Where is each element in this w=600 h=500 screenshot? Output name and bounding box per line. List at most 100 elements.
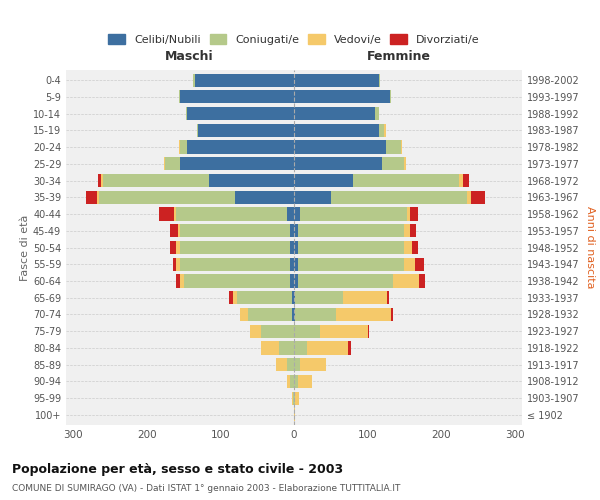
Bar (385, 124, 386, 137)
Bar (180, 258, 290, 271)
Bar (401, 140, 402, 153)
Bar (389, 90, 391, 104)
Bar (165, 157, 180, 170)
Bar (294, 74, 379, 86)
Bar (86, 190, 97, 204)
Bar (176, 258, 180, 271)
Bar (404, 224, 410, 237)
Bar (307, 342, 347, 354)
Bar (295, 308, 336, 321)
Text: Maschi: Maschi (165, 50, 214, 63)
Bar (460, 174, 463, 187)
Bar (295, 392, 299, 404)
Bar (294, 358, 300, 371)
Bar (368, 324, 369, 338)
Bar (229, 291, 233, 304)
Bar (294, 224, 298, 237)
Bar (180, 157, 294, 170)
Bar (470, 190, 485, 204)
Bar (300, 358, 326, 371)
Bar (292, 392, 293, 404)
Bar (290, 241, 294, 254)
Text: COMUNE DI SUMIRAGO (VA) - Dati ISTAT 1° gennaio 2003 - Elaborazione TUTTITALIA.I: COMUNE DI SUMIRAGO (VA) - Dati ISTAT 1° … (12, 484, 400, 493)
Bar (467, 190, 470, 204)
Bar (184, 274, 290, 287)
Bar (294, 190, 331, 204)
Bar (294, 140, 386, 153)
Bar (193, 74, 195, 86)
Y-axis label: Fasce di età: Fasce di età (20, 214, 30, 280)
Bar (386, 140, 401, 153)
Bar (293, 392, 294, 404)
Bar (463, 174, 469, 187)
Bar (382, 157, 404, 170)
Text: Femmine: Femmine (367, 50, 431, 63)
Bar (412, 241, 418, 254)
Bar (199, 124, 294, 137)
Bar (187, 107, 294, 120)
Bar (393, 274, 419, 287)
Bar (353, 174, 460, 187)
Bar (248, 308, 292, 321)
Bar (404, 258, 415, 271)
Bar (391, 308, 392, 321)
Bar (320, 324, 368, 338)
Bar (164, 157, 165, 170)
Bar (261, 342, 279, 354)
Bar (343, 291, 388, 304)
Bar (294, 90, 389, 104)
Bar (178, 224, 180, 237)
Bar (180, 90, 294, 104)
Text: Popolazione per età, sesso e stato civile - 2003: Popolazione per età, sesso e stato civil… (12, 462, 343, 475)
Bar (176, 241, 180, 254)
Bar (174, 208, 176, 220)
Bar (298, 224, 404, 237)
Bar (290, 224, 294, 237)
Bar (294, 208, 300, 220)
Bar (99, 190, 235, 204)
Bar (300, 208, 407, 220)
Bar (236, 291, 292, 304)
Bar (294, 124, 379, 137)
Bar (379, 74, 380, 86)
Bar (294, 258, 298, 271)
Y-axis label: Anni di nascita: Anni di nascita (585, 206, 595, 289)
Bar (290, 375, 294, 388)
Bar (298, 274, 393, 287)
Bar (261, 324, 294, 338)
Bar (294, 324, 320, 338)
Bar (173, 258, 176, 271)
Bar (388, 291, 389, 304)
Legend: Celibi/Nubili, Coniugati/e, Vedovi/e, Divorziati/e: Celibi/Nubili, Coniugati/e, Vedovi/e, Di… (104, 30, 484, 49)
Bar (294, 107, 375, 120)
Bar (419, 274, 425, 287)
Bar (375, 107, 379, 120)
Bar (98, 174, 101, 187)
Bar (97, 190, 99, 204)
Bar (287, 208, 294, 220)
Bar (294, 241, 298, 254)
Bar (336, 308, 391, 321)
Bar (170, 241, 176, 254)
Bar (294, 408, 295, 422)
Bar (404, 157, 406, 170)
Bar (195, 74, 294, 86)
Bar (294, 274, 298, 287)
Bar (294, 157, 382, 170)
Bar (275, 358, 287, 371)
Bar (209, 174, 294, 187)
Bar (186, 107, 187, 120)
Bar (410, 208, 418, 220)
Bar (179, 140, 180, 153)
Bar (180, 224, 290, 237)
Bar (292, 308, 294, 321)
Bar (294, 291, 295, 304)
Bar (347, 342, 352, 354)
Bar (287, 358, 294, 371)
Bar (180, 140, 187, 153)
Bar (103, 174, 209, 187)
Bar (250, 324, 261, 338)
Bar (279, 342, 294, 354)
Bar (180, 241, 290, 254)
Bar (294, 375, 298, 388)
